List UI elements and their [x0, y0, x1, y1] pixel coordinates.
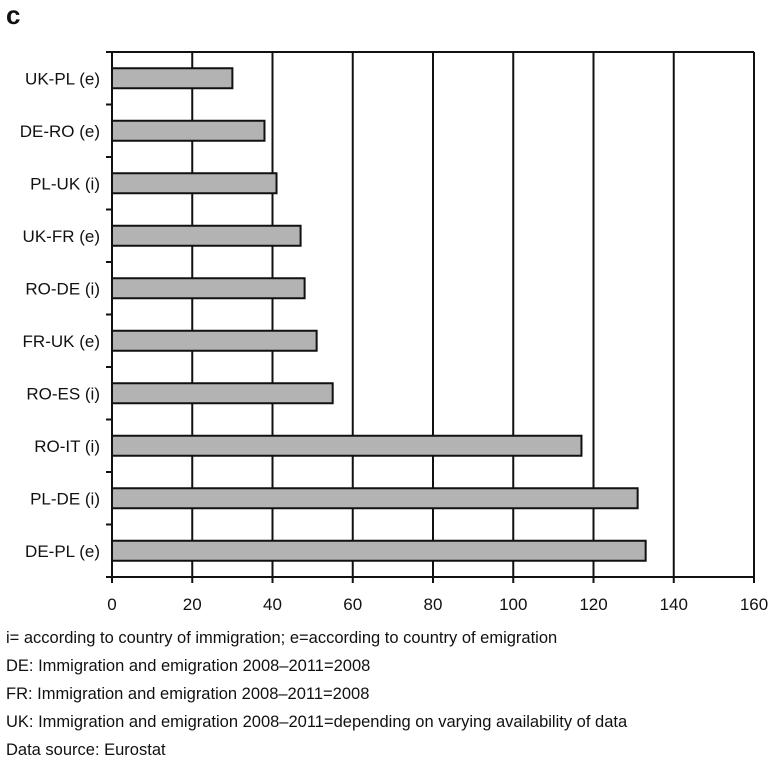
bar-ro-it-i — [111, 434, 583, 457]
bar-uk-pl-e — [111, 67, 234, 90]
panel-label: c — [6, 0, 21, 30]
x-tick-label-140: 140 — [660, 595, 688, 614]
x-tick-label-160: 160 — [740, 595, 768, 614]
bar-fr-uk-e — [111, 329, 318, 352]
bar-pl-uk-i — [111, 172, 278, 195]
category-label: RO-DE (i) — [25, 279, 100, 298]
category-labels: UK-PL (e) DE-RO (e) PL-UK (i) UK-FR (e) RO-D… — [20, 69, 100, 561]
x-tick-label-60: 60 — [343, 595, 362, 614]
category-label: DE-PL (e) — [25, 542, 100, 561]
category-label: RO-IT (i) — [34, 437, 100, 456]
bar-chart: UK-PL (e) DE-RO (e) PL-UK (i) UK-FR (e) RO-D… — [20, 51, 768, 614]
bar-ro-es-i — [111, 382, 334, 405]
x-tick-label-100: 100 — [499, 595, 527, 614]
category-label: UK-FR (e) — [23, 227, 100, 246]
x-tick-label-120: 120 — [579, 595, 607, 614]
note-uk: UK: Immigration and emigration 2008–2011… — [6, 713, 628, 731]
category-label: PL-DE (i) — [30, 489, 100, 508]
note-fr: FR: Immigration and emigration 2008–2011… — [6, 685, 370, 703]
bar-pl-de-i — [111, 487, 639, 510]
x-tick-label-40: 40 — [263, 595, 282, 614]
x-tick-label-20: 20 — [183, 595, 202, 614]
note-de: DE: Immigration and emigration 2008–2011… — [6, 657, 371, 675]
x-tick-labels: 0 20 40 60 80 100 120 140 160 — [107, 595, 768, 614]
note-source: Data source: Eurostat — [6, 741, 166, 759]
bar-ro-de-i — [111, 277, 306, 300]
bar-de-pl-e — [111, 539, 647, 562]
bar-uk-fr-e — [111, 224, 302, 247]
category-label: DE-RO (e) — [20, 122, 100, 141]
bar-de-ro-e — [111, 119, 266, 142]
x-tick-label-0: 0 — [107, 595, 116, 614]
category-label: UK-PL (e) — [25, 69, 100, 88]
axes — [106, 51, 755, 583]
x-tick-label-80: 80 — [424, 595, 443, 614]
category-label: PL-UK (i) — [30, 174, 100, 193]
category-label: RO-ES (i) — [26, 384, 100, 403]
category-label: FR-UK (e) — [23, 332, 100, 351]
chart-notes: i= according to country of immigration; … — [6, 624, 627, 764]
bars — [111, 67, 647, 562]
note-legend: i= according to country of immigration; … — [6, 629, 558, 647]
